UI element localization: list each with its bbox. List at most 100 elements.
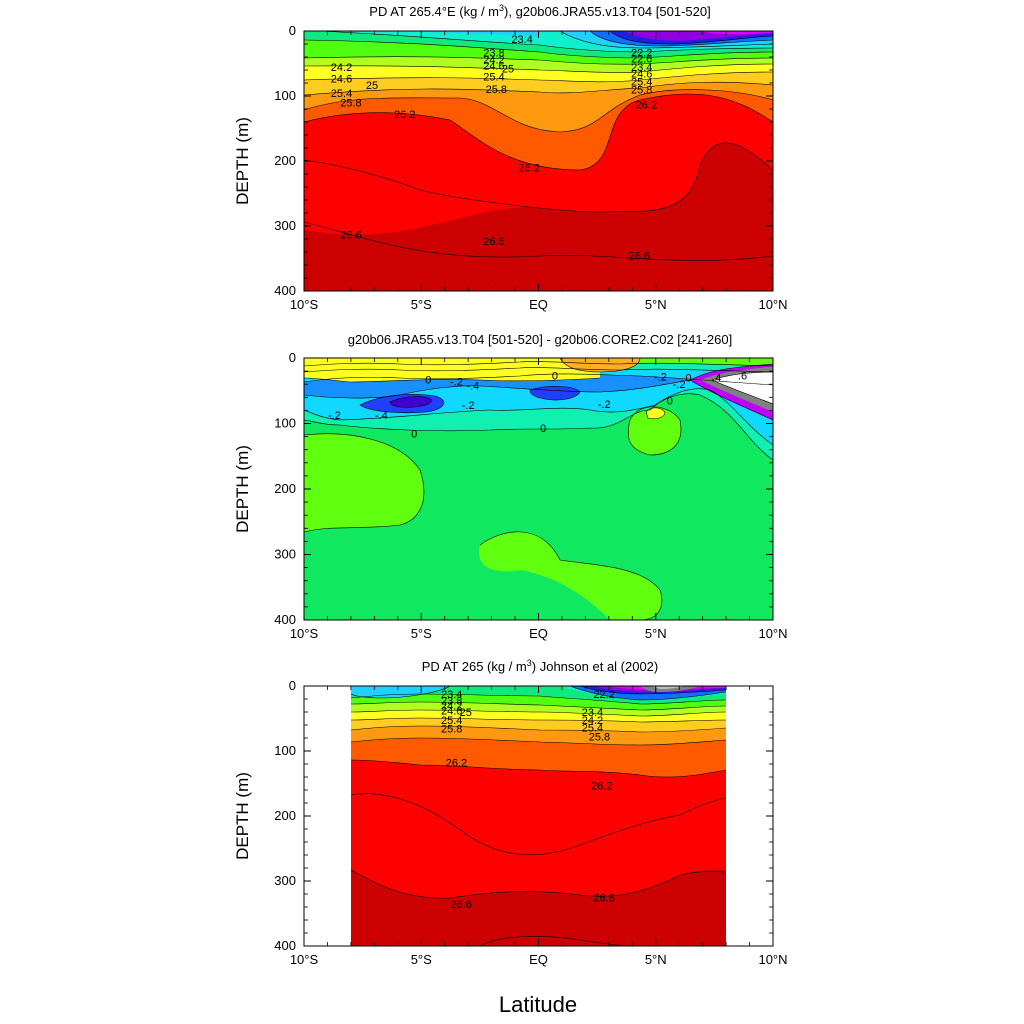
x-tick-label: 5°S [411, 626, 432, 641]
contour-label: 0 [552, 371, 558, 383]
x-tick-label: 10°S [290, 952, 319, 967]
x-tick-label: 10°N [758, 626, 787, 641]
panel3-title: PD AT 265 (kg / m3) Johnson et al (2002) [422, 658, 659, 674]
x-tick-label: 10°S [290, 297, 319, 312]
y-tick-label: 400 [274, 938, 296, 953]
contour-label: 25.4 [582, 723, 603, 735]
contour-label: 26.2 [446, 758, 467, 770]
x-tick-label: 5°N [645, 626, 667, 641]
contour-label: 24.2 [582, 715, 603, 727]
panel2-ylabel: DEPTH (m) [233, 445, 252, 533]
contour-label: 25.4 [631, 77, 652, 89]
y-tick-label: 300 [274, 547, 296, 562]
contour-label: 23.4 [511, 34, 532, 46]
contour-label: 24.2 [441, 701, 462, 713]
contour-label: 25.8 [340, 98, 361, 110]
contour-label: 25.8 [441, 723, 462, 735]
x-tick-label: 10°S [290, 626, 319, 641]
contour-label: 0 [667, 396, 673, 408]
x-tick-label: 10°N [758, 297, 787, 312]
contour-label: 25 [502, 64, 514, 76]
contour-label: 24.2 [483, 55, 504, 67]
figure-xlabel: Latitude [499, 992, 577, 1017]
contour-label: 0 [686, 373, 692, 385]
y-tick-label: 200 [274, 153, 296, 168]
x-tick-label: 5°S [411, 952, 432, 967]
contour-label: 0 [425, 375, 431, 387]
panel3-contour-lines [351, 686, 726, 946]
contour-label: 23.8 [441, 695, 462, 707]
panel1-ylabel: DEPTH (m) [233, 117, 252, 205]
x-tick-label: EQ [529, 626, 548, 641]
contour-label: 26.2 [518, 163, 539, 175]
contour-label: 26.6 [340, 229, 361, 241]
panel3-ylabel: DEPTH (m) [233, 772, 252, 860]
contour-label: 23.4 [582, 707, 603, 719]
contour-label: 23.4 [631, 62, 652, 74]
contour-label: 24.6 [631, 68, 652, 80]
panel-model-density: PD AT 265.4°E (kg / m3), g20b06.JRA55.v1… [233, 3, 788, 312]
contour-label: .4 [712, 373, 721, 385]
contour-label: 25.4 [483, 72, 504, 84]
contour-label: 24.6 [483, 60, 504, 72]
panel1-fills [304, 31, 773, 291]
contour-label: 26.2 [636, 99, 657, 111]
panel1-contour-lines [304, 31, 773, 261]
x-tick-label: 5°S [411, 297, 432, 312]
y-tick-label: 400 [274, 283, 296, 298]
contour-label: -.2 [673, 379, 686, 391]
panel-observed-density: PD AT 265 (kg / m3) Johnson et al (2002) [233, 658, 788, 967]
panel-difference: g20b06.JRA55.v13.T04 [501-520] - g20b06.… [233, 332, 788, 641]
y-tick-label: 0 [289, 678, 296, 693]
y-tick-label: 300 [274, 873, 296, 888]
contour-label: 26.6 [593, 892, 614, 904]
x-tick-label: 5°N [645, 952, 667, 967]
contour-label: -.2 [450, 377, 463, 389]
panel3-fills [351, 686, 726, 946]
y-tick-label: 0 [289, 23, 296, 38]
contour-label: 22.2 [631, 47, 652, 59]
contour-label: .6 [738, 371, 747, 383]
contour-label: 23.4 [441, 689, 462, 701]
y-tick-label: 100 [274, 416, 296, 431]
y-tick-label: 100 [274, 88, 296, 103]
contour-label: -.4 [375, 410, 388, 422]
contour-label: 26.2 [394, 109, 415, 121]
panel2-axes: 10°S 5°S EQ 5°N 10°N 0 100 200 300 400 [274, 350, 787, 641]
y-tick-label: 200 [274, 481, 296, 496]
contour-label: -.2 [654, 371, 667, 383]
contour-label: 26.6 [450, 899, 471, 911]
x-tick-label: EQ [529, 297, 548, 312]
contour-label: 25.4 [331, 88, 352, 100]
contour-label: 25.8 [631, 85, 652, 97]
panel1-axes: 10°S 5°S EQ 5°N 10°N 0 100 200 300 400 [274, 23, 787, 312]
contour-label: 22.6 [631, 53, 652, 65]
panel3-axes: 10°S 5°S EQ 5°N 10°N 0 100 200 300 400 [274, 678, 787, 967]
contour-label: 24.6 [331, 73, 352, 85]
contour-label: -.2 [328, 410, 341, 422]
contour-label: 25.8 [589, 732, 610, 744]
x-tick-label: EQ [529, 952, 548, 967]
panel2-contour-lines [304, 358, 773, 620]
y-tick-label: 400 [274, 612, 296, 627]
panel1-contour-labels: 23.423.824.224.62525.425.824.224.62525.4… [331, 34, 657, 262]
y-tick-label: 0 [289, 350, 296, 365]
contour-label: -.2 [598, 399, 611, 411]
contour-label: -.4 [466, 381, 479, 393]
contour-label: 25 [366, 80, 378, 92]
contour-label: 22.2 [593, 689, 614, 701]
contour-label: 25 [460, 707, 472, 719]
contour-label: 24.2 [331, 62, 352, 74]
panel1-title: PD AT 265.4°E (kg / m3), g20b06.JRA55.v1… [369, 3, 710, 19]
x-tick-label: 10°N [758, 952, 787, 967]
contour-label: 0 [411, 428, 417, 440]
y-tick-label: 100 [274, 743, 296, 758]
panel2-title: g20b06.JRA55.v13.T04 [501-520] - g20b06.… [348, 332, 732, 347]
contour-label: -.2 [462, 400, 475, 412]
x-tick-label: 5°N [645, 297, 667, 312]
contour-label: 25.4 [441, 715, 462, 727]
contour-label: 24.6 [441, 706, 462, 718]
contour-label: 26.6 [483, 236, 504, 248]
contour-label: 23.8 [483, 47, 504, 59]
